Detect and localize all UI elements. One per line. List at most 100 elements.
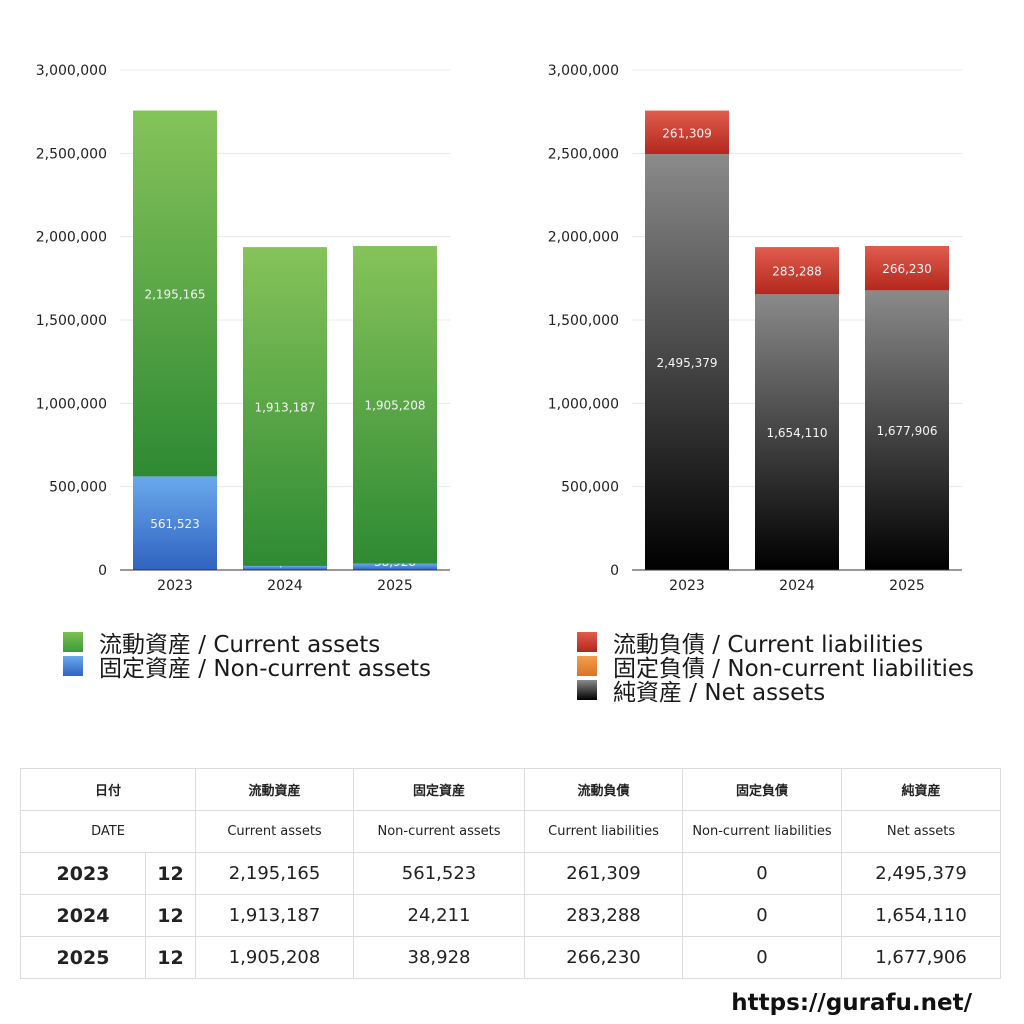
x-tick-label: 2024 xyxy=(779,578,815,594)
table-row: 2025 12 1,905,208 38,928 266,230 0 1,677… xyxy=(20,936,1002,979)
bar-segment xyxy=(243,565,327,570)
cell-current-liabilities: 261,309 xyxy=(524,852,684,895)
row-month: 12 xyxy=(144,894,197,937)
row-year: 2025 xyxy=(20,936,146,979)
y-tick-label: 2,000,000 xyxy=(36,230,107,246)
y-tick-label: 2,000,000 xyxy=(548,230,619,246)
bar-segment xyxy=(645,154,729,570)
y-tick-label: 0 xyxy=(610,563,619,579)
legend-label: 純資産 / Net assets xyxy=(613,680,826,706)
table-row: 2024 12 1,913,187 24,211 283,288 0 1,654… xyxy=(20,894,1002,937)
data-label: 1,913,187 xyxy=(254,401,315,415)
x-tick-label: 2024 xyxy=(267,578,303,594)
y-tick-label: 1,500,000 xyxy=(36,313,107,329)
legend-label: 流動資産 / Current assets xyxy=(99,632,381,658)
bar-segment xyxy=(353,563,437,570)
header-non-current-liabilities-jp: 固定負債 xyxy=(682,768,843,811)
row-month: 12 xyxy=(144,936,197,979)
y-tick-label: 500,000 xyxy=(49,480,107,496)
table-header-en: DATE Current assets Non-current assets C… xyxy=(19,810,1002,853)
header-current-liabilities-en: Current liabilities xyxy=(524,810,684,853)
cell-net-assets: 1,654,110 xyxy=(841,894,1002,937)
cell-non-current-liabilities: 0 xyxy=(682,852,843,895)
bar-segment xyxy=(645,110,729,155)
y-tick-label: 1,500,000 xyxy=(548,313,619,329)
table-row: 2023 12 2,195,165 561,523 261,309 0 2,49… xyxy=(20,852,1002,895)
y-tick-label: 500,000 xyxy=(561,480,619,496)
x-tick-label: 2025 xyxy=(377,578,413,594)
legend-label: 固定資産 / Non-current assets xyxy=(99,656,432,682)
bar-segment xyxy=(243,247,327,566)
x-tick-label: 2023 xyxy=(669,578,705,594)
header-net-assets-jp: 純資産 xyxy=(841,768,1002,811)
y-tick-label: 1,000,000 xyxy=(36,396,107,412)
data-label: 2,495,379 xyxy=(656,356,717,370)
y-tick-label: 2,500,000 xyxy=(36,146,107,162)
site-url[interactable]: https://gurafu.net/ xyxy=(731,990,972,1016)
bar-segment xyxy=(133,476,217,570)
legend-swatch xyxy=(577,656,597,676)
data-label: 1,905,208 xyxy=(364,399,425,413)
data-label: 561,523 xyxy=(150,517,200,531)
cell-non-current-assets: 38,928 xyxy=(353,936,526,979)
cell-current-assets: 1,913,187 xyxy=(195,894,355,937)
bar-segment xyxy=(755,247,839,295)
y-tick-label: 3,000,000 xyxy=(36,63,107,79)
data-label: 283,288 xyxy=(772,265,822,279)
header-non-current-assets-en: Non-current assets xyxy=(353,810,526,853)
y-tick-label: 3,000,000 xyxy=(548,63,619,79)
header-non-current-liabilities-en: Non-current liabilities xyxy=(682,810,843,853)
cell-current-liabilities: 283,288 xyxy=(524,894,684,937)
table-header-jp: 日付 流動資産 固定資産 流動負債 固定負債 純資産 xyxy=(19,768,1002,811)
legend-item-current-liabilities: 流動負債 / Current liabilities xyxy=(577,630,974,658)
cell-net-assets: 2,495,379 xyxy=(841,852,1002,895)
legend-swatch xyxy=(577,632,597,652)
header-non-current-assets-jp: 固定資産 xyxy=(353,768,526,811)
cell-current-assets: 2,195,165 xyxy=(195,852,355,895)
row-year: 2024 xyxy=(20,894,146,937)
x-tick-label: 2025 xyxy=(889,578,925,594)
legend-item-net-assets: 純資産 / Net assets xyxy=(577,678,974,706)
header-current-liabilities-jp: 流動負債 xyxy=(524,768,684,811)
header-current-assets-en: Current assets xyxy=(195,810,355,853)
data-label: 2,195,165 xyxy=(144,287,205,301)
y-tick-label: 2,500,000 xyxy=(548,146,619,162)
row-year: 2023 xyxy=(20,852,146,895)
legend-item-current-assets: 流動資産 / Current assets xyxy=(63,630,431,658)
header-date-jp: 日付 xyxy=(19,768,197,811)
bar-segment xyxy=(353,245,437,564)
legend-item-non-current-assets: 固定資産 / Non-current assets xyxy=(63,654,431,682)
liabilities-legend: 流動負債 / Current liabilities 固定負債 / Non-cu… xyxy=(577,630,974,706)
balance-sheet-table: 日付 流動資産 固定資産 流動負債 固定負債 純資産 DATE Current … xyxy=(19,768,1002,979)
liabilities-bar-chart: 0 500,000 1,000,000 1,500,000 2,000,000 2,500… xyxy=(548,63,962,594)
header-date-en: DATE xyxy=(19,810,197,853)
legend-label: 固定負債 / Non-current liabilities xyxy=(613,656,974,682)
data-label: 266,230 xyxy=(882,262,932,276)
data-label: 1,654,110 xyxy=(766,426,827,440)
header-current-assets-jp: 流動資産 xyxy=(195,768,355,811)
row-month: 12 xyxy=(144,852,197,895)
legend-swatch xyxy=(577,680,597,700)
data-label: 1,677,906 xyxy=(876,424,937,438)
bar-segment xyxy=(755,294,839,570)
bar-segment xyxy=(865,245,949,291)
cell-current-liabilities: 266,230 xyxy=(524,936,684,979)
legend-swatch xyxy=(63,656,83,676)
header-net-assets-en: Net assets xyxy=(841,810,1002,853)
cell-non-current-assets: 24,211 xyxy=(353,894,526,937)
assets-bar-chart: 0 500,000 1,000,000 1,500,000 2,000,000 2,500… xyxy=(36,63,450,594)
data-label: 261,309 xyxy=(662,126,712,140)
bar-segment xyxy=(865,290,949,570)
bar-segment xyxy=(133,110,217,477)
cell-non-current-assets: 561,523 xyxy=(353,852,526,895)
assets-legend: 流動資産 / Current assets 固定資産 / Non-current… xyxy=(63,630,431,682)
legend-item-non-current-liabilities: 固定負債 / Non-current liabilities xyxy=(577,654,974,682)
cell-non-current-liabilities: 0 xyxy=(682,894,843,937)
legend-swatch xyxy=(63,632,83,652)
cell-current-assets: 1,905,208 xyxy=(195,936,355,979)
y-tick-label: 1,000,000 xyxy=(548,396,619,412)
cell-net-assets: 1,677,906 xyxy=(841,936,1002,979)
cell-non-current-liabilities: 0 xyxy=(682,936,843,979)
legend-label: 流動負債 / Current liabilities xyxy=(613,632,924,658)
x-tick-label: 2023 xyxy=(157,578,193,594)
